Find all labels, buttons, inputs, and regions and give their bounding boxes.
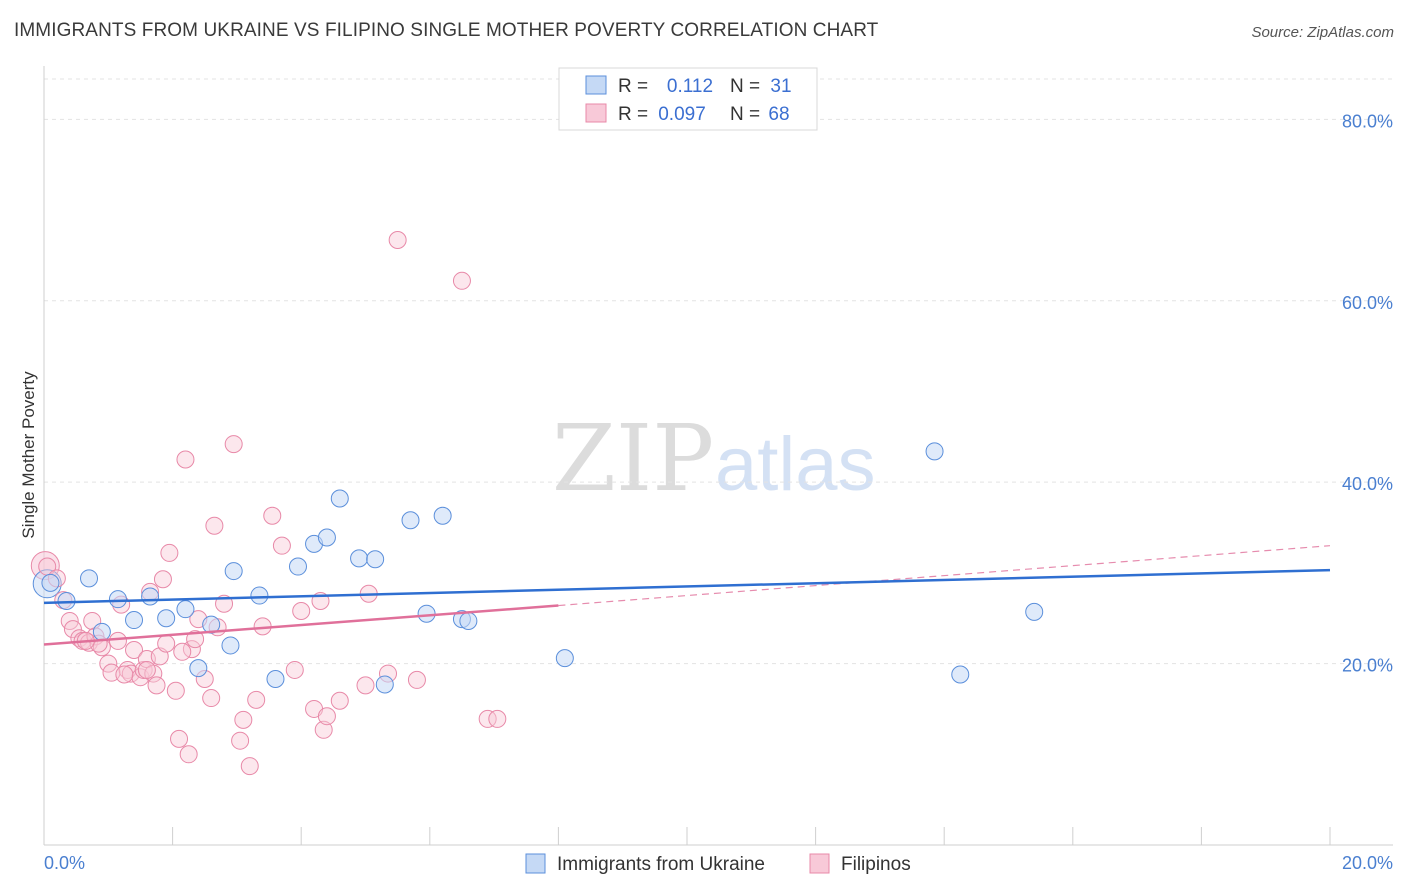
point-filipinos	[317, 707, 336, 726]
point-filipinos	[478, 709, 497, 728]
trend-line-filipinos-extension	[558, 545, 1331, 607]
point-filipinos	[176, 450, 195, 469]
point-ukraine	[189, 659, 208, 678]
point-ukraine	[92, 622, 111, 641]
point-filipinos	[330, 691, 349, 710]
legend-n-value-ukraine: 31	[770, 76, 791, 97]
watermark-atlas: atlas	[715, 422, 876, 507]
legend-r-value-ukraine: 0.112	[667, 76, 713, 97]
gridlines	[44, 78, 1393, 665]
point-ukraine	[288, 557, 307, 576]
point-ukraine	[108, 590, 127, 609]
point-ukraine	[221, 636, 240, 655]
legend-r-value-filipinos: 0.097	[658, 104, 706, 125]
chart-title: IMMIGRANTS FROM UKRAINE VS FILIPINO SING…	[14, 20, 879, 41]
point-ukraine	[951, 665, 970, 684]
point-ukraine	[433, 506, 452, 525]
point-filipinos	[108, 631, 127, 650]
legend-r-label-ukraine: R =	[618, 76, 648, 97]
legend-swatch-filipinos	[585, 103, 607, 123]
point-ukraine	[555, 649, 574, 668]
point-filipinos	[314, 720, 333, 739]
point-ukraine	[125, 611, 144, 630]
point-ukraine	[459, 611, 478, 630]
point-ukraine	[80, 569, 99, 588]
point-filipinos	[224, 435, 243, 454]
watermark-zip: ZIP	[552, 405, 714, 512]
point-filipinos	[173, 642, 192, 661]
point-filipinos	[452, 271, 471, 290]
point-ukraine	[925, 442, 944, 461]
point-ukraine	[330, 489, 349, 508]
point-filipinos	[292, 601, 311, 620]
y-tick-label-20: 20.0%	[1342, 656, 1393, 676]
point-ukraine	[366, 550, 385, 569]
point-ukraine	[350, 549, 369, 568]
point-ukraine	[317, 528, 336, 547]
point-filipinos	[179, 745, 198, 764]
series-legend: Immigrants from Ukraine Filipinos	[525, 853, 911, 875]
point-filipinos	[125, 640, 144, 659]
point-ukraine	[250, 586, 269, 605]
point-filipinos	[234, 710, 253, 729]
point-filipinos	[137, 660, 156, 679]
stats-legend: R = 0.112 N = 31 R = 0.097 N = 68	[558, 67, 818, 131]
point-filipinos	[153, 570, 172, 589]
trend-lines	[43, 545, 1331, 646]
point-filipinos	[157, 634, 176, 653]
point-filipinos	[166, 681, 185, 700]
point-filipinos	[356, 676, 375, 695]
point-ukraine	[1025, 602, 1044, 621]
bottom-legend-swatch-ukraine	[525, 853, 546, 874]
point-filipinos	[272, 536, 291, 555]
bottom-legend-swatch-filipinos	[809, 853, 830, 874]
point-filipinos	[231, 731, 250, 750]
point-ukraine	[375, 675, 394, 694]
legend-r-label-filipinos: R =	[618, 104, 648, 125]
point-filipinos	[388, 230, 407, 249]
y-axis-title: Single Mother Poverty	[19, 371, 38, 539]
point-ukraine	[417, 604, 436, 623]
trend-line-ukraine	[43, 568, 1331, 605]
point-filipinos	[247, 690, 266, 709]
legend-n-value-filipinos: 68	[768, 104, 789, 125]
trend-line-filipinos	[43, 604, 559, 646]
x-tick-label-min: 0.0%	[44, 853, 85, 873]
point-ukraine	[176, 600, 195, 619]
legend-n-label-filipinos: N =	[730, 104, 760, 125]
point-filipinos	[488, 709, 507, 728]
point-filipinos	[186, 630, 205, 649]
bottom-legend-label-ukraine: Immigrants from Ukraine	[557, 854, 765, 875]
point-ukraine	[224, 562, 243, 581]
y-tick-label-60: 60.0%	[1342, 293, 1393, 313]
bottom-legend-label-filipinos: Filipinos	[841, 854, 911, 875]
point-filipinos	[160, 543, 179, 562]
point-filipinos	[170, 729, 189, 748]
y-tick-label-80: 80.0%	[1342, 111, 1393, 131]
point-filipinos	[147, 676, 166, 695]
axes	[43, 66, 1393, 846]
source-credit: Source: ZipAtlas.com	[1251, 24, 1394, 41]
point-filipinos	[202, 689, 221, 708]
point-ukraine	[41, 573, 60, 592]
point-ukraine	[266, 670, 285, 689]
point-filipinos	[205, 516, 224, 535]
point-filipinos	[240, 757, 259, 776]
scatter-points	[30, 230, 1044, 776]
y-tick-label-40: 40.0%	[1342, 474, 1393, 494]
point-filipinos	[263, 506, 282, 525]
legend-n-label-ukraine: N =	[730, 76, 760, 97]
point-ukraine	[401, 511, 420, 530]
point-filipinos	[407, 670, 426, 689]
point-ukraine	[157, 609, 176, 628]
legend-swatch-ukraine	[585, 75, 607, 95]
point-filipinos	[63, 620, 82, 639]
point-filipinos	[115, 665, 134, 684]
point-filipinos	[285, 660, 304, 679]
x-tick-label-max: 20.0%	[1342, 853, 1393, 873]
point-ukraine	[141, 587, 160, 606]
